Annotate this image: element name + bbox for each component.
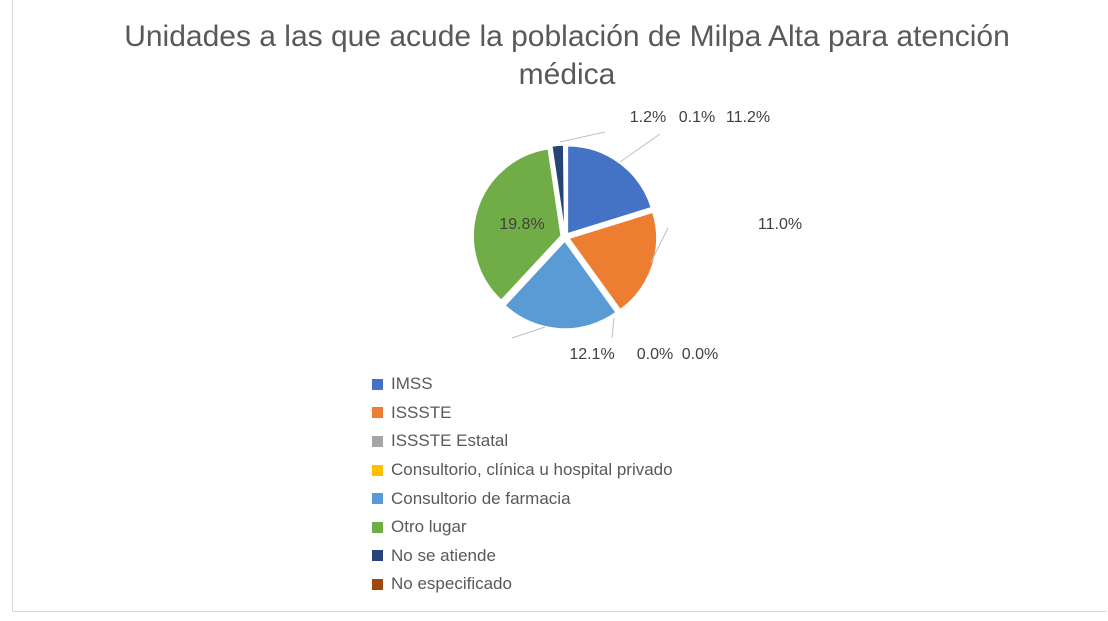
data-label: 11.2% xyxy=(726,109,770,126)
legend-swatch xyxy=(372,464,383,476)
legend-item: ISSSTE Estatal xyxy=(372,427,673,456)
legend-swatch xyxy=(372,407,383,419)
pie-slice xyxy=(563,144,566,234)
leader-line xyxy=(611,317,615,339)
legend-label: ISSSTE xyxy=(391,402,452,422)
legend-swatch xyxy=(372,550,383,562)
data-label: 0.1% xyxy=(679,109,715,126)
pie-slice xyxy=(472,147,562,302)
legend-label: ISSSTE Estatal xyxy=(391,431,509,451)
legend-label: Consultorio de farmacia xyxy=(391,488,571,508)
legend-swatch xyxy=(372,493,383,505)
legend-item: Consultorio, clínica u hospital privado xyxy=(372,456,673,485)
legend-item: Otro lugar xyxy=(372,513,673,542)
data-label: 0.0% xyxy=(637,346,673,363)
legend-swatch xyxy=(372,378,383,390)
legend-swatch xyxy=(372,521,383,533)
pie-slice xyxy=(566,145,653,235)
data-label: 1.2% xyxy=(630,109,666,126)
legend-swatch xyxy=(372,435,383,447)
legend-item: No especificado xyxy=(372,570,673,599)
leader-line xyxy=(619,133,661,163)
legend-item: No se atiende xyxy=(372,542,673,571)
leader-line xyxy=(511,326,546,339)
data-label: 12.1% xyxy=(569,346,614,363)
pie-slice xyxy=(567,211,658,311)
legend-label: Consultorio, clínica u hospital privado xyxy=(391,460,673,480)
leader-line xyxy=(559,131,606,143)
chart-frame xyxy=(12,0,1106,612)
data-label: 11.0% xyxy=(758,216,802,233)
data-label: 19.8% xyxy=(499,216,544,233)
chart-title: Unidades a las que acude la población de… xyxy=(124,20,1010,91)
legend: IMSS ISSSTE ISSSTE Estatal Consultorio, clí… xyxy=(372,370,673,599)
legend-item: IMSS xyxy=(372,370,673,399)
legend-label: No se atiende xyxy=(391,545,496,565)
legend-label: No especificado xyxy=(391,574,512,594)
legend-swatch xyxy=(372,578,383,590)
legend-label: IMSS xyxy=(391,374,433,394)
legend-item: ISSSTE xyxy=(372,399,673,428)
data-label: 0.0% xyxy=(682,346,718,363)
legend-item: Consultorio de farmacia xyxy=(372,484,673,513)
legend-label: Otro lugar xyxy=(391,517,467,537)
pie-slice xyxy=(503,239,618,330)
leader-line xyxy=(650,227,669,263)
